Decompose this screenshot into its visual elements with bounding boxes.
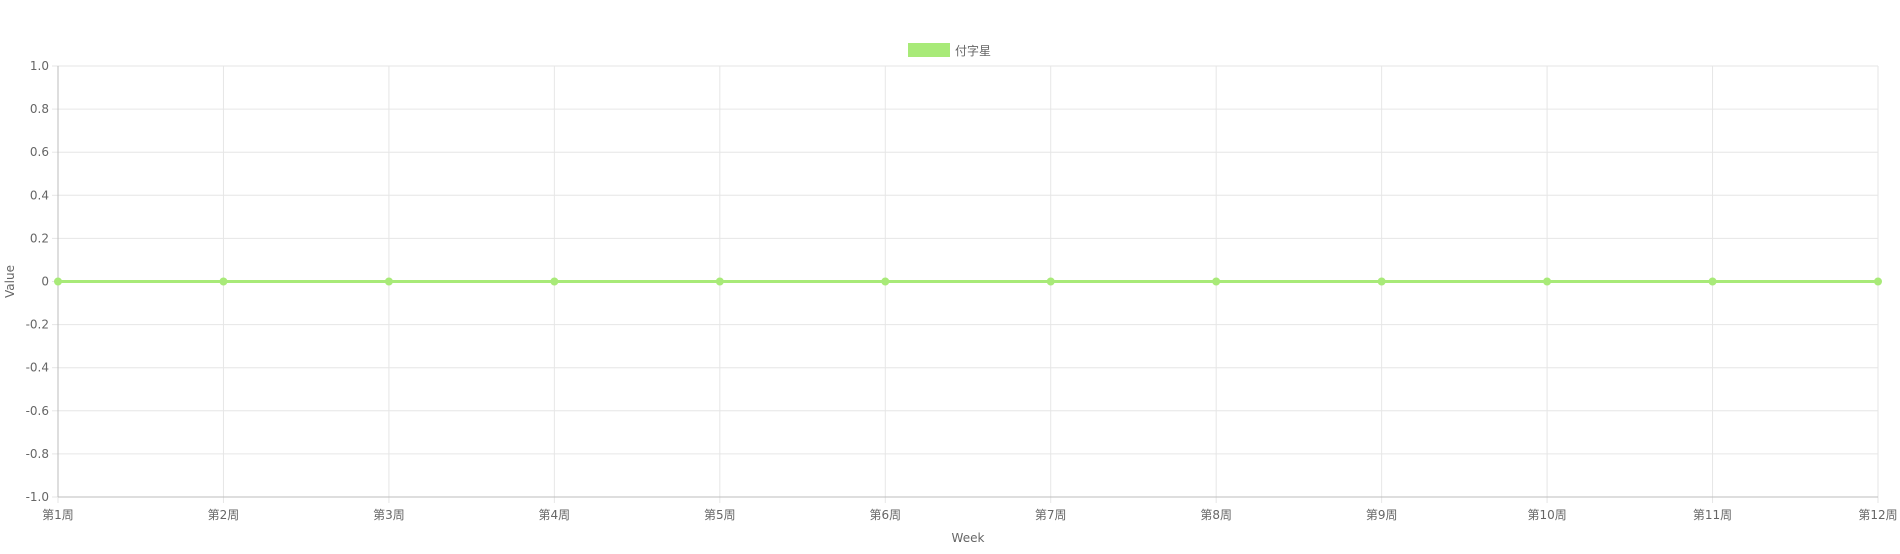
x-tick-label: 第3周 [373, 508, 405, 522]
x-tick-label: 第5周 [704, 508, 736, 522]
legend-swatch[interactable] [908, 43, 950, 57]
tick-labels: 1.0 0.8 0.6 0.4 0.2 0 -0.2 -0.4 -0.6 -0.8 -1.0 第1周 第… [26, 59, 1898, 522]
y-tick-label: 0 [41, 275, 49, 289]
x-tick-label: 第10周 [1527, 508, 1566, 522]
y-tick-label: 0.2 [30, 231, 49, 245]
y-tick-label: 0.4 [30, 188, 49, 202]
x-tick-label: 第11周 [1693, 508, 1732, 522]
y-tick-label: -0.4 [26, 361, 49, 375]
data-point [1046, 277, 1055, 286]
y-axis-title: Value [3, 265, 17, 298]
x-axis-title: Week [952, 531, 985, 545]
x-tick-label: 第8周 [1200, 508, 1232, 522]
data-point [384, 277, 393, 286]
data-point [550, 277, 559, 286]
legend[interactable]: 付字星 [908, 43, 991, 58]
y-tick-label: -1.0 [26, 490, 49, 504]
legend-label[interactable]: 付字星 [955, 43, 991, 58]
data-point [1543, 277, 1552, 286]
grid-lines [52, 65, 1879, 503]
y-tick-label: -0.8 [26, 447, 49, 461]
x-tick-label: 第6周 [869, 508, 901, 522]
data-point [1708, 277, 1717, 286]
y-tick-label: -0.6 [26, 404, 49, 418]
y-tick-label: 0.6 [30, 145, 49, 159]
x-tick-label: 第9周 [1366, 508, 1398, 522]
x-tick-label: 第7周 [1035, 508, 1067, 522]
data-point [881, 277, 890, 286]
x-tick-label: 第12周 [1858, 508, 1897, 522]
y-tick-label: -0.2 [26, 318, 49, 332]
data-point [715, 277, 724, 286]
data-point [54, 277, 62, 286]
x-tick-label: 第2周 [208, 508, 240, 522]
x-tick-label: 第4周 [539, 508, 571, 522]
y-tick-label: 1.0 [30, 59, 49, 73]
series-layer [54, 277, 1882, 286]
data-point [219, 277, 228, 286]
data-point [1377, 277, 1386, 286]
x-tick-label: 第1周 [42, 508, 74, 522]
data-point [1874, 277, 1882, 286]
data-point [1212, 277, 1221, 286]
y-tick-label: 0.8 [30, 102, 49, 116]
